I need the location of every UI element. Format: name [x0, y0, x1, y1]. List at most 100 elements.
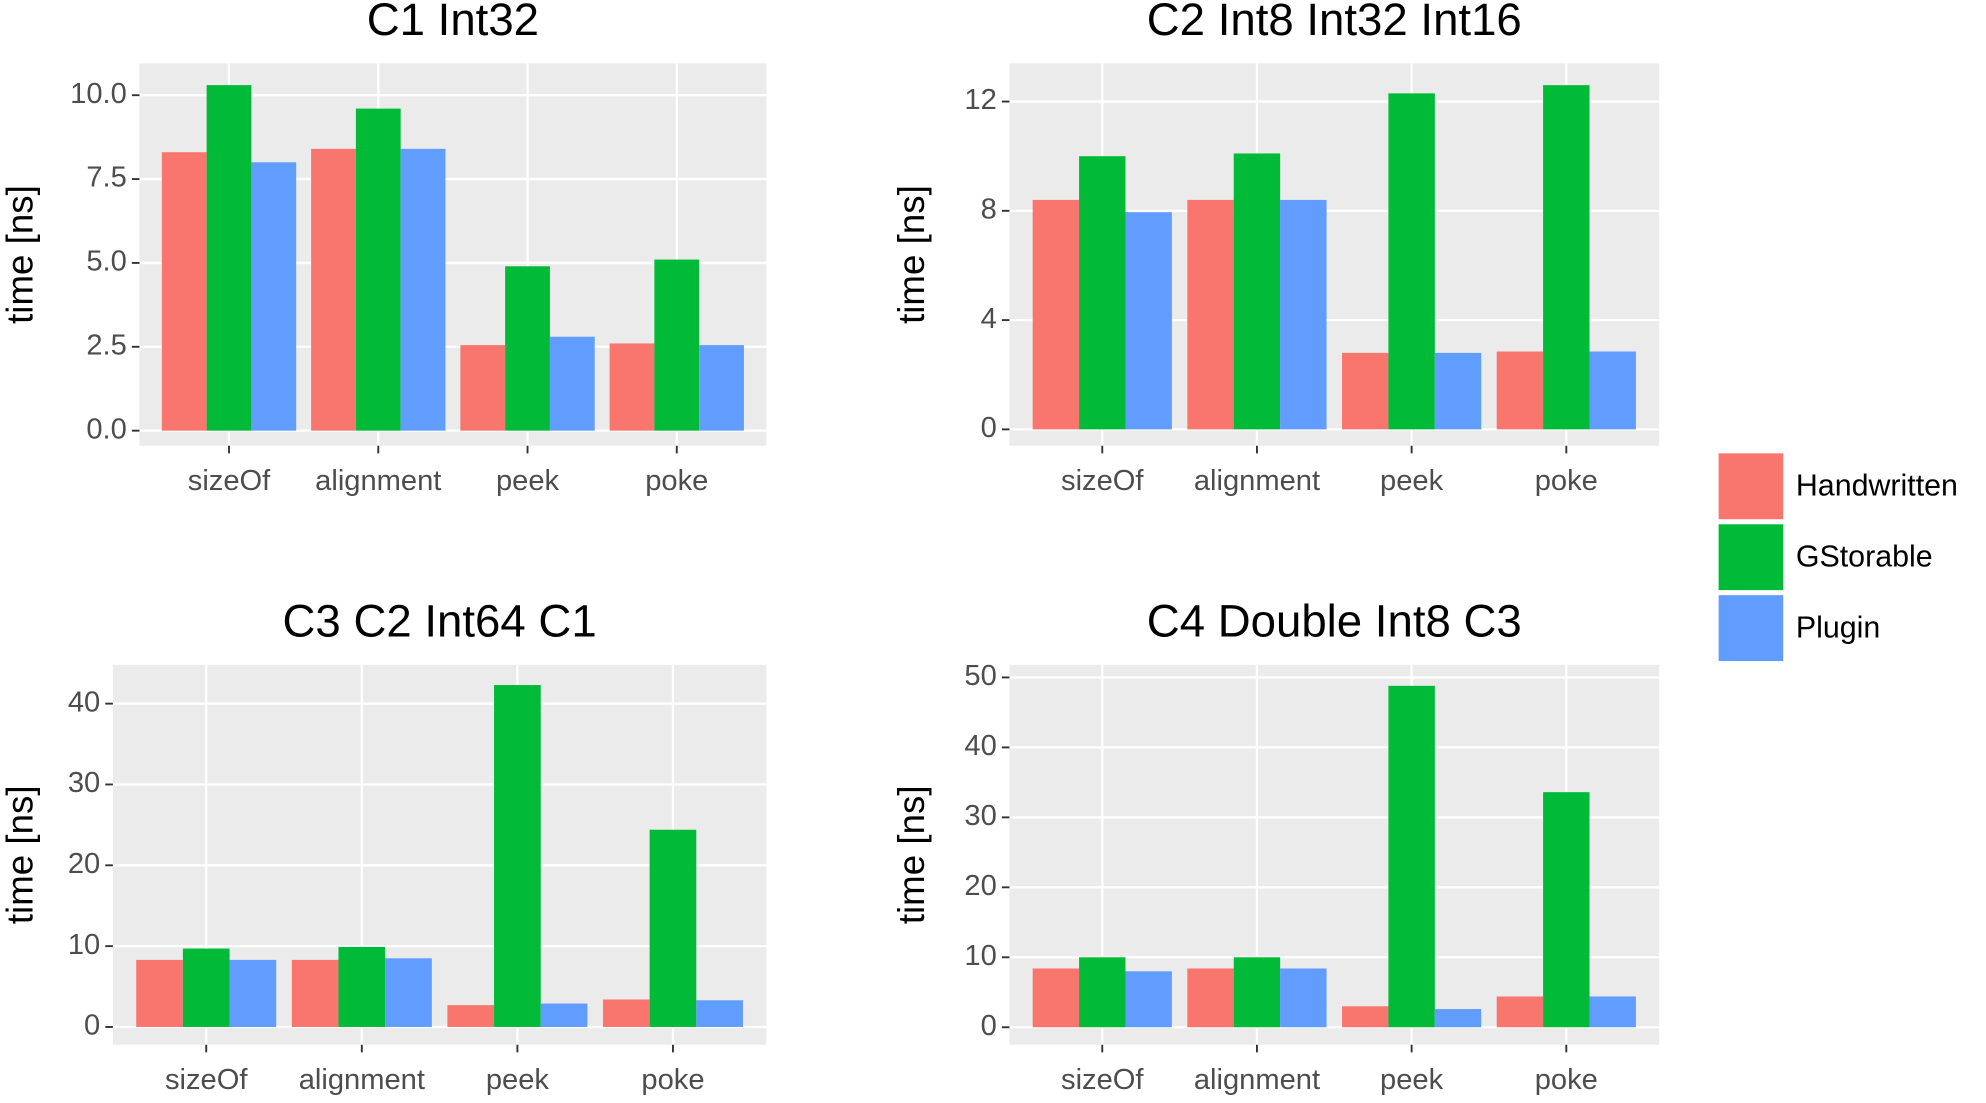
bar — [1233, 957, 1281, 1028]
y-tick-label: 7.5 — [86, 162, 126, 194]
bar — [1125, 212, 1172, 430]
bar — [447, 1005, 495, 1027]
bar — [1434, 1009, 1482, 1028]
y-tick-label: 5.0 — [86, 246, 126, 278]
x-tick-label: alignment — [1194, 465, 1320, 497]
x-tick-label: poke — [1535, 1064, 1598, 1096]
y-axis-title: time [ns] — [891, 185, 932, 324]
y-axis-title: time [ns] — [0, 185, 41, 324]
bar — [1342, 1006, 1389, 1028]
bar — [654, 259, 700, 431]
y-tick-label: 12 — [964, 84, 996, 116]
x-tick-label: alignment — [315, 465, 441, 497]
bar — [291, 959, 339, 1027]
y-tick-label: 20 — [68, 848, 100, 880]
bar — [355, 108, 401, 431]
x-tick-label: poke — [645, 465, 708, 497]
bar — [1079, 156, 1126, 430]
bar — [540, 1003, 588, 1027]
bar — [251, 162, 297, 431]
bar — [494, 685, 541, 1027]
bar — [505, 266, 550, 431]
y-tick-label: 50 — [964, 660, 996, 692]
legend-label: Handwritten — [1796, 469, 1958, 503]
y-tick-label: 30 — [964, 800, 996, 832]
bar — [1280, 199, 1327, 430]
bar — [338, 946, 386, 1027]
x-tick-label: peek — [1380, 465, 1444, 497]
bar — [1079, 957, 1126, 1028]
bar — [1496, 996, 1544, 1028]
bar — [609, 343, 655, 431]
y-tick-label: 2.5 — [86, 329, 126, 361]
bar — [696, 1000, 743, 1027]
legend-key — [1718, 524, 1784, 591]
y-axis-title: time [ns] — [0, 785, 41, 924]
x-tick-label: alignment — [1194, 1064, 1320, 1096]
bar — [699, 345, 744, 431]
x-tick-label: sizeOf — [1061, 465, 1144, 497]
chart-title: C4 Double Int8 C3 — [1147, 595, 1522, 646]
bar — [1434, 352, 1482, 430]
x-tick-label: sizeOf — [1061, 1064, 1144, 1096]
bar — [1187, 199, 1234, 430]
bar — [649, 829, 697, 1027]
y-tick-label: 40 — [964, 730, 996, 762]
y-tick-label: 8 — [981, 194, 997, 226]
bar — [1187, 968, 1234, 1028]
y-axis-title: time [ns] — [891, 785, 932, 924]
bar — [1233, 153, 1281, 430]
x-tick-label: peek — [486, 1064, 550, 1096]
bar — [1496, 351, 1544, 430]
x-tick-label: poke — [1535, 465, 1598, 497]
bar — [1388, 685, 1435, 1028]
legend-key — [1718, 595, 1784, 662]
x-tick-label: alignment — [299, 1064, 425, 1096]
bar — [136, 959, 183, 1027]
y-tick-label: 10 — [964, 940, 996, 972]
bar — [1032, 968, 1080, 1028]
bar — [1589, 351, 1636, 430]
y-tick-label: 0 — [981, 412, 997, 444]
bar — [1280, 968, 1327, 1028]
y-tick-label: 20 — [964, 870, 996, 902]
x-tick-label: peek — [496, 465, 560, 497]
x-tick-label: peek — [1380, 1064, 1444, 1096]
bar — [311, 148, 356, 431]
chart-title: C3 C2 Int64 C1 — [283, 595, 597, 646]
y-tick-label: 0.0 — [86, 413, 126, 445]
x-tick-label: sizeOf — [165, 1064, 248, 1096]
legend-label: GStorable — [1796, 539, 1933, 573]
bar — [549, 336, 595, 431]
bar — [161, 152, 207, 431]
y-tick-label: 4 — [981, 303, 997, 335]
y-tick-label: 0 — [84, 1010, 100, 1042]
bar — [229, 959, 277, 1027]
chart-title: C1 Int32 — [367, 0, 539, 45]
y-tick-label: 30 — [68, 767, 100, 799]
bar — [1342, 352, 1389, 430]
bar — [1388, 93, 1435, 430]
legend-label: Plugin — [1796, 610, 1880, 644]
x-tick-label: poke — [641, 1064, 704, 1096]
bar — [182, 948, 230, 1027]
bar — [385, 958, 432, 1027]
legend-key — [1718, 453, 1784, 520]
y-tick-label: 10.0 — [70, 78, 127, 110]
bar — [1032, 199, 1080, 430]
bar — [206, 85, 252, 431]
bar — [460, 345, 506, 431]
bar — [1125, 971, 1172, 1028]
y-tick-label: 0 — [981, 1010, 997, 1042]
y-tick-label: 40 — [68, 686, 100, 718]
bar — [1543, 85, 1590, 430]
bar — [1543, 792, 1590, 1028]
bar — [400, 148, 446, 431]
bar — [1589, 996, 1636, 1028]
x-tick-label: sizeOf — [188, 465, 271, 497]
bar — [602, 999, 650, 1027]
chart-title: C2 Int8 Int32 Int16 — [1147, 0, 1522, 45]
y-tick-label: 10 — [68, 929, 100, 961]
